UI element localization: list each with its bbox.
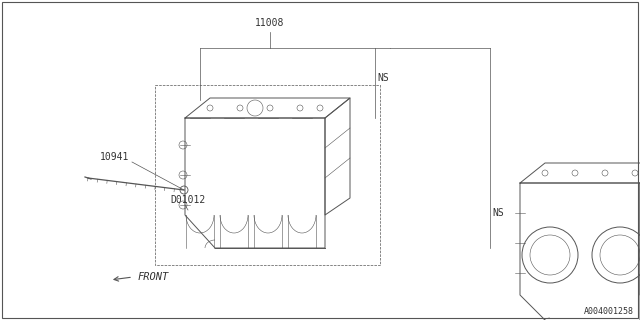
Text: FRONT: FRONT [138, 272, 169, 282]
Text: NS: NS [492, 208, 504, 218]
Text: A004001258: A004001258 [584, 307, 634, 316]
Text: 11008: 11008 [255, 18, 285, 28]
Bar [155, 85, 380, 265]
Text: D01012: D01012 [170, 195, 205, 205]
Text: NS: NS [377, 73, 388, 83]
Text: 10941: 10941 [100, 152, 129, 162]
